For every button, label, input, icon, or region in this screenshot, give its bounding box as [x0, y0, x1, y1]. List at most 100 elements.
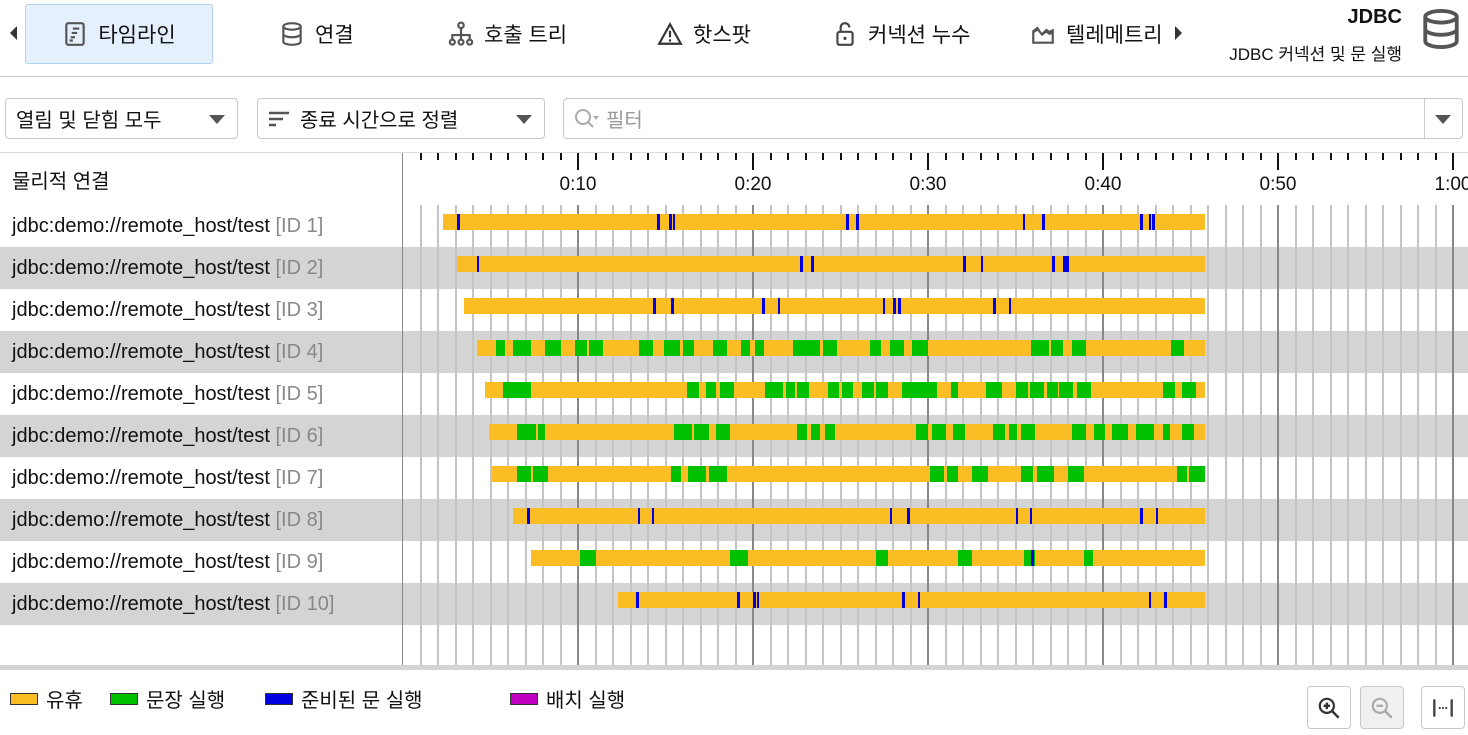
statement-segment[interactable]: [842, 382, 853, 398]
statement-segment[interactable]: [574, 340, 587, 356]
statement-segment[interactable]: [875, 550, 888, 566]
statement-segment[interactable]: [1068, 466, 1084, 482]
statement-segment[interactable]: [544, 340, 561, 356]
statement-segment[interactable]: [513, 340, 531, 356]
idle-segment[interactable]: [530, 550, 1205, 566]
tab-connection-leaks[interactable]: 커넥션 누수: [818, 4, 984, 64]
prepared-statement-segment[interactable]: [753, 592, 756, 608]
statement-segment[interactable]: [765, 382, 783, 398]
statement-segment[interactable]: [1162, 382, 1175, 398]
statement-segment[interactable]: [740, 340, 750, 356]
statement-segment[interactable]: [823, 340, 837, 356]
statement-segment[interactable]: [1071, 340, 1086, 356]
zoom-out-button[interactable]: [1360, 686, 1404, 729]
statement-segment[interactable]: [683, 340, 694, 356]
statement-segment[interactable]: [947, 466, 958, 482]
prepared-statement-segment[interactable]: [1031, 550, 1035, 566]
filter-history-button[interactable]: [1424, 99, 1462, 138]
prepared-statement-segment[interactable]: [670, 298, 674, 314]
statement-segment[interactable]: [861, 382, 874, 398]
tab-call-tree[interactable]: 호출 트리: [434, 4, 581, 64]
statement-segment[interactable]: [1083, 550, 1093, 566]
statement-segment[interactable]: [579, 550, 596, 566]
statement-segment[interactable]: [674, 424, 692, 440]
statement-segment[interactable]: [901, 382, 937, 398]
prepared-statement-segment[interactable]: [1139, 214, 1143, 230]
scroll-tabs-left[interactable]: [10, 26, 17, 40]
connection-row[interactable]: jdbc:demo://remote_host/test [ID 1]: [0, 205, 1468, 247]
statement-segment[interactable]: [495, 340, 505, 356]
prepared-statement-segment[interactable]: [1148, 214, 1152, 230]
statement-segment[interactable]: [639, 340, 654, 356]
statement-segment[interactable]: [957, 550, 972, 566]
statement-segment[interactable]: [875, 382, 888, 398]
statement-segment[interactable]: [1162, 424, 1170, 440]
scroll-tabs-right[interactable]: [1175, 26, 1182, 40]
idle-segment[interactable]: [476, 340, 1205, 356]
idle-segment[interactable]: [457, 256, 1205, 272]
prepared-statement-segment[interactable]: [980, 256, 984, 272]
statement-segment[interactable]: [1111, 424, 1128, 440]
sort-dropdown[interactable]: 종료 시간으로 정렬: [257, 98, 545, 139]
prepared-statement-segment[interactable]: [653, 298, 657, 314]
prepared-statement-segment[interactable]: [1015, 508, 1019, 524]
statement-segment[interactable]: [712, 340, 727, 356]
statement-segment[interactable]: [716, 424, 731, 440]
statement-segment[interactable]: [1094, 424, 1105, 440]
prepared-statement-segment[interactable]: [672, 214, 676, 230]
prepared-statement-segment[interactable]: [476, 256, 480, 272]
statement-segment[interactable]: [796, 424, 808, 440]
statement-segment[interactable]: [693, 424, 710, 440]
prepared-statement-segment[interactable]: [1022, 214, 1026, 230]
statement-segment[interactable]: [810, 424, 820, 440]
idle-segment[interactable]: [492, 466, 1205, 482]
statement-segment[interactable]: [1181, 382, 1196, 398]
statement-segment[interactable]: [870, 340, 881, 356]
statement-segment[interactable]: [1188, 466, 1205, 482]
statement-segment[interactable]: [985, 382, 1002, 398]
statement-segment[interactable]: [1181, 424, 1194, 440]
prepared-statement-segment[interactable]: [992, 298, 996, 314]
prepared-statement-segment[interactable]: [1139, 508, 1143, 524]
prepared-statement-segment[interactable]: [1062, 256, 1066, 272]
tab-telemetry[interactable]: 텔레메트리: [1016, 4, 1163, 64]
statement-segment[interactable]: [1020, 424, 1035, 440]
prepared-statement-segment[interactable]: [1029, 508, 1033, 524]
prepared-statement-segment[interactable]: [527, 508, 531, 524]
statement-segment[interactable]: [1071, 424, 1086, 440]
prepared-statement-segment[interactable]: [917, 592, 921, 608]
prepared-statement-segment[interactable]: [457, 214, 461, 230]
prepared-statement-segment[interactable]: [963, 256, 966, 272]
statement-segment[interactable]: [1008, 424, 1018, 440]
prepared-statement-segment[interactable]: [1164, 592, 1168, 608]
statement-segment[interactable]: [1136, 424, 1154, 440]
statement-segment[interactable]: [786, 382, 795, 398]
statement-segment[interactable]: [1036, 466, 1054, 482]
statement-segment[interactable]: [1171, 340, 1184, 356]
statement-segment[interactable]: [992, 424, 1005, 440]
prepared-statement-segment[interactable]: [761, 298, 765, 314]
prepared-statement-segment[interactable]: [651, 508, 655, 524]
prepared-statement-segment[interactable]: [1155, 508, 1159, 524]
prepared-statement-segment[interactable]: [656, 214, 660, 230]
statement-segment[interactable]: [1031, 340, 1049, 356]
connection-row[interactable]: jdbc:demo://remote_host/test [ID 7]: [0, 457, 1468, 499]
statement-segment[interactable]: [952, 424, 965, 440]
prepared-statement-segment[interactable]: [1052, 256, 1056, 272]
open-closed-filter-dropdown[interactable]: 열림 및 닫힘 모두: [5, 98, 238, 139]
statement-segment[interactable]: [915, 424, 928, 440]
statement-segment[interactable]: [588, 340, 603, 356]
prepared-statement-segment[interactable]: [889, 508, 893, 524]
prepared-statement-segment[interactable]: [1008, 298, 1012, 314]
statement-segment[interactable]: [686, 382, 699, 398]
statement-segment[interactable]: [889, 340, 904, 356]
prepared-statement-segment[interactable]: [1066, 256, 1070, 272]
prepared-statement-segment[interactable]: [845, 214, 849, 230]
statement-segment[interactable]: [824, 424, 836, 440]
statement-segment[interactable]: [532, 466, 549, 482]
statement-segment[interactable]: [754, 340, 764, 356]
statement-segment[interactable]: [730, 550, 748, 566]
prepared-statement-segment[interactable]: [810, 256, 814, 272]
statement-segment[interactable]: [709, 466, 727, 482]
statement-segment[interactable]: [1050, 340, 1063, 356]
